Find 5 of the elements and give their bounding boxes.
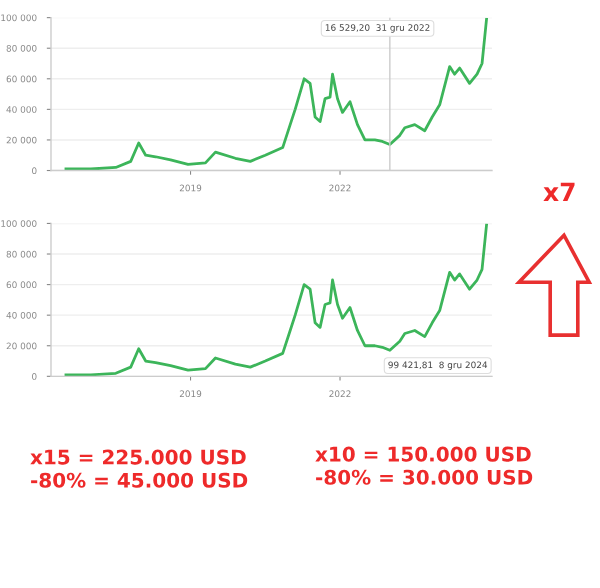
text: x15 = 225.000 USD -80% = 45.000 USD bbox=[30, 449, 248, 488]
text: x10 = 150.000 USD -80% = 30.000 USD bbox=[315, 446, 533, 485]
text: x7 bbox=[543, 182, 575, 201]
line-series bbox=[64, 223, 488, 377]
line-series bbox=[64, 17, 488, 171]
